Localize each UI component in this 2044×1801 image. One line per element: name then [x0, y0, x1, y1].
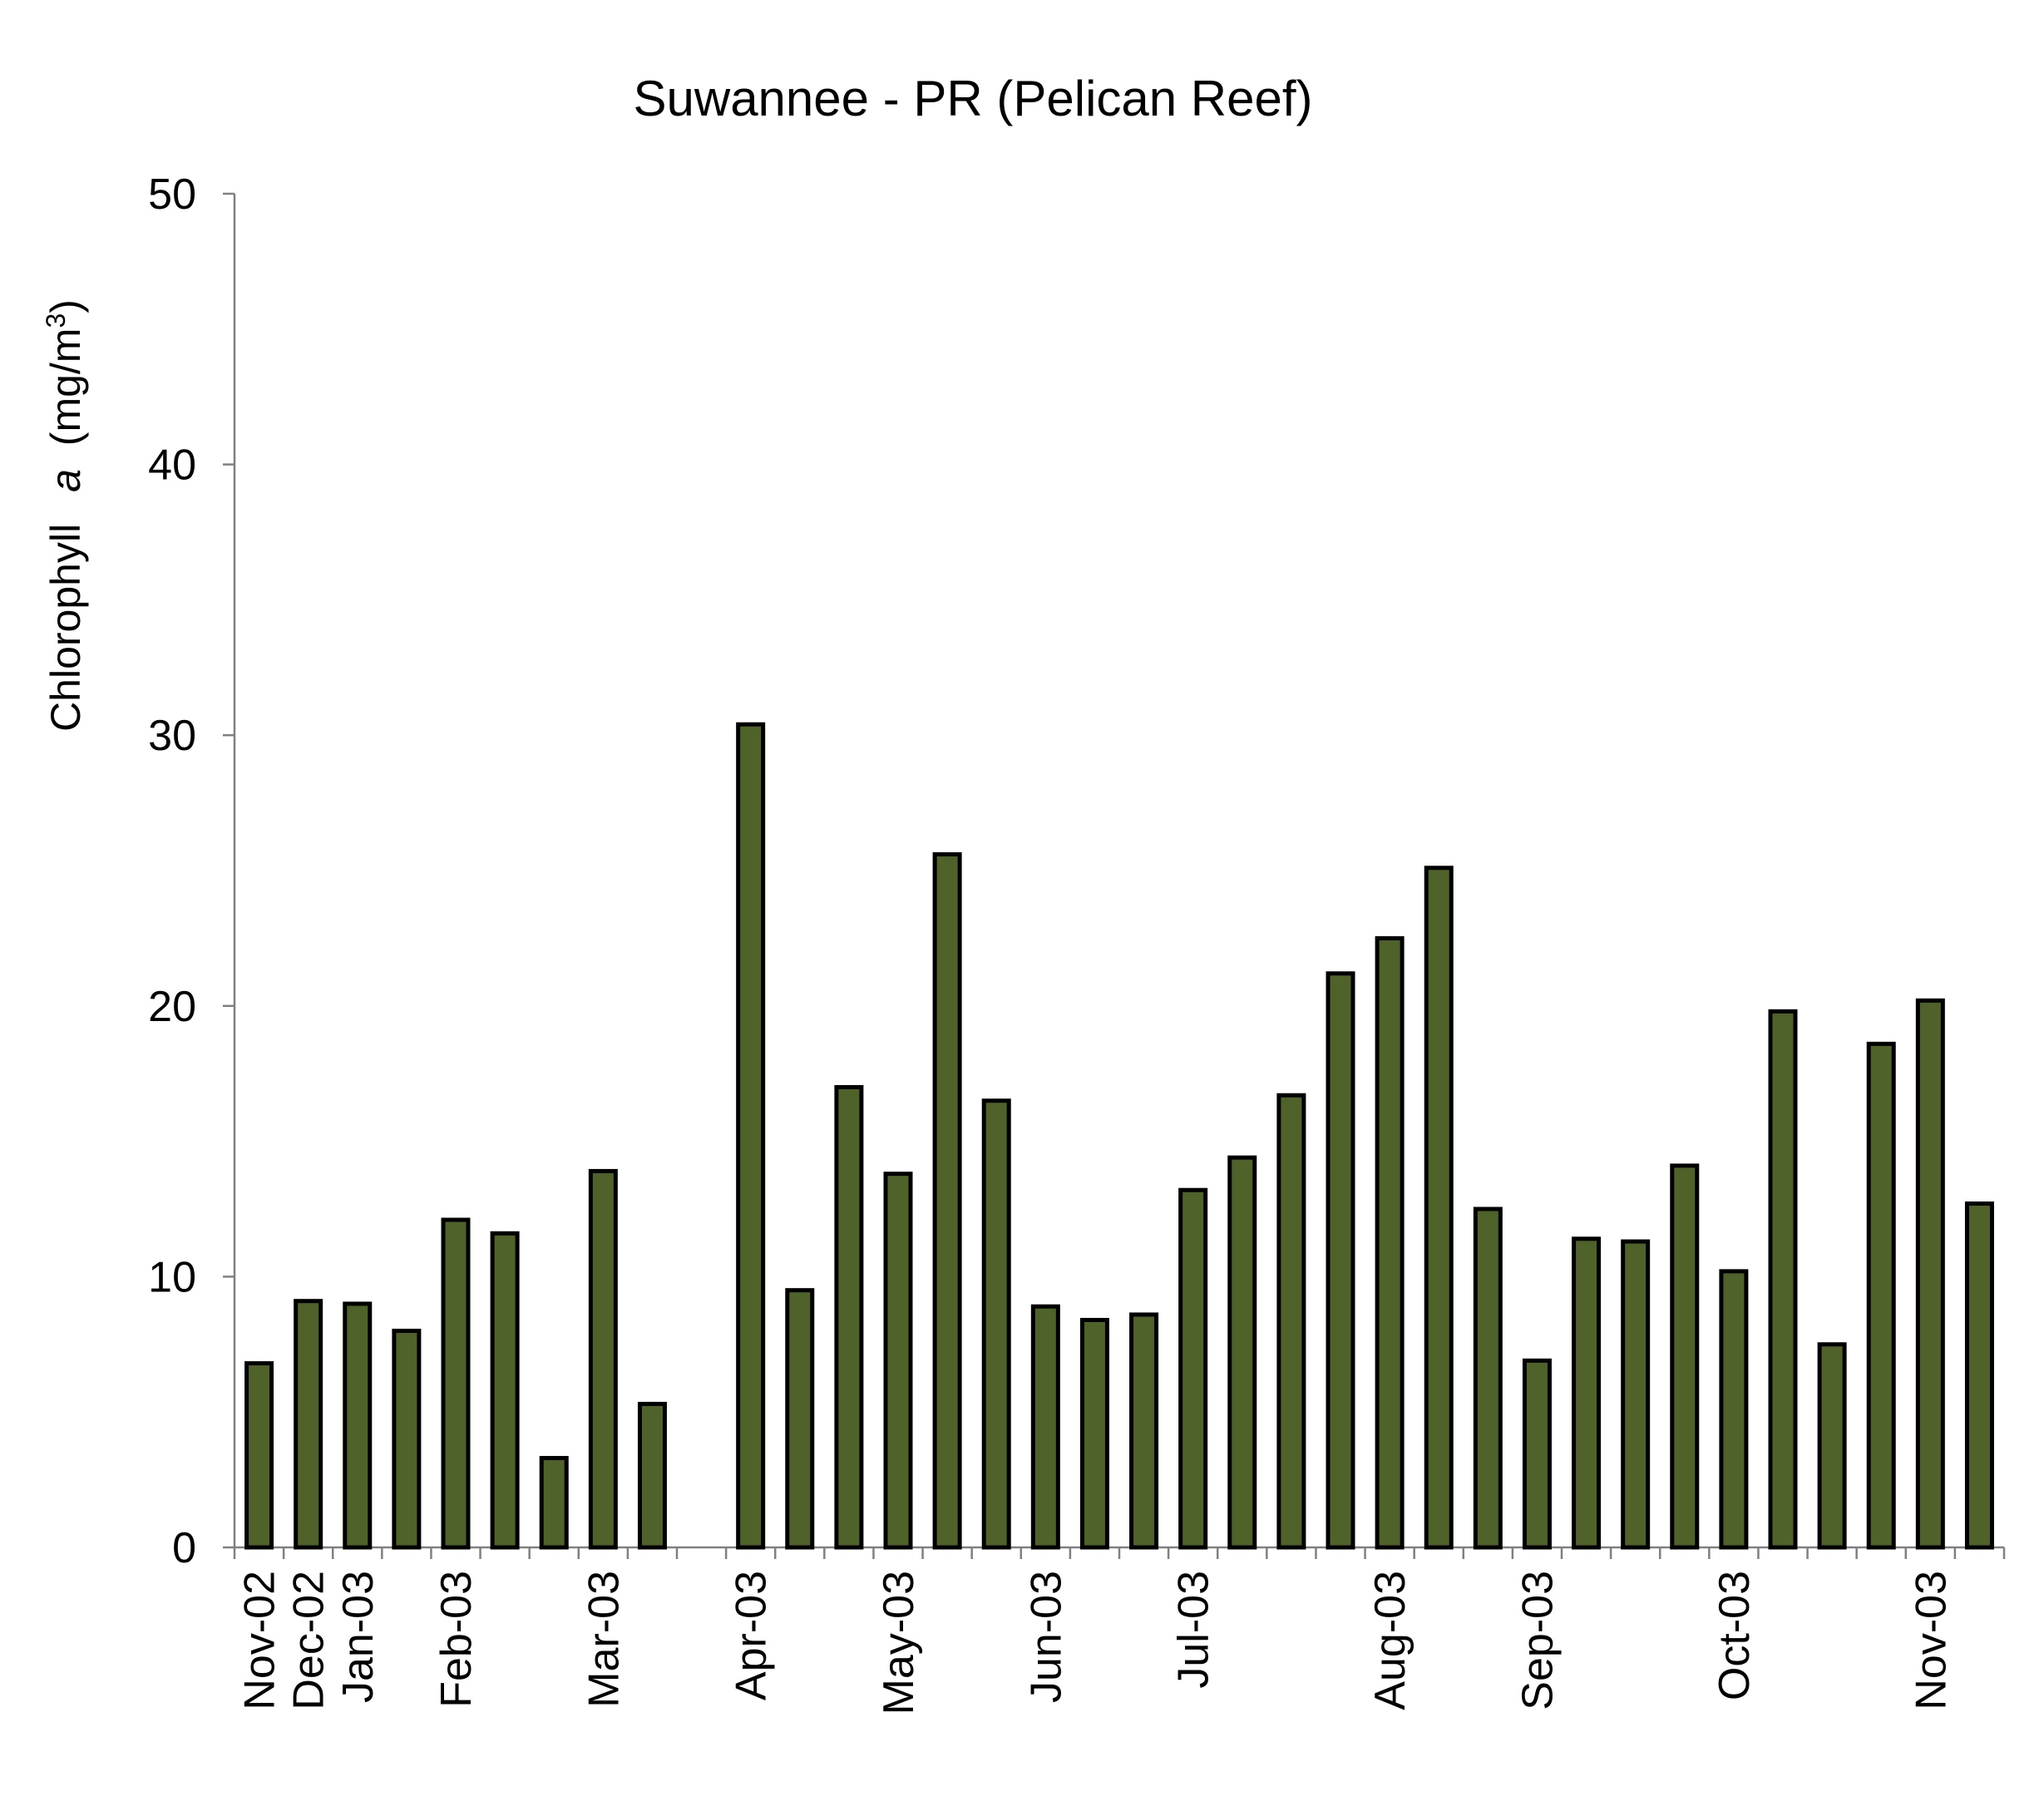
bar — [1621, 1239, 1651, 1550]
x-tick-label: Dec-02 — [285, 1571, 333, 1710]
x-tick-label: Mar-03 — [580, 1571, 628, 1708]
y-tick-label: 10 — [148, 1253, 196, 1301]
y-tick-label: 50 — [148, 170, 196, 219]
bar-series — [244, 722, 1994, 1550]
x-tick-labels: Nov-02 Dec-02 Jan-03 Feb-03 Mar-03 Apr-03 May-… — [236, 1571, 1956, 1715]
bar — [1964, 1201, 1994, 1550]
svg-text:Chlorophyll a (mg/: Chlorophyll a (mg/m3) — [41, 299, 89, 732]
bar — [1276, 1093, 1306, 1550]
y-axis-title-sup: 3 — [41, 313, 71, 328]
x-tick-label: May-03 — [875, 1571, 923, 1715]
y-tick-label: 20 — [148, 983, 196, 1031]
bar — [1522, 1358, 1552, 1550]
bar — [1079, 1317, 1109, 1550]
bar — [588, 1168, 618, 1550]
x-tick-label: Jan-03 — [334, 1571, 383, 1703]
y-axis: 0 10 20 30 40 50 — [148, 170, 236, 1572]
x-tick-label: Sep-03 — [1513, 1571, 1562, 1710]
bar — [1719, 1269, 1749, 1550]
bar — [1375, 935, 1405, 1550]
x-tick-label: Aug-03 — [1366, 1571, 1415, 1710]
y-tick-label: 0 — [172, 1524, 196, 1572]
y-axis-title: Chlorophyll a (mg/m3) — [41, 299, 89, 732]
bar — [1326, 971, 1355, 1550]
bar — [1768, 1009, 1798, 1550]
bar — [294, 1299, 323, 1550]
bar — [1227, 1155, 1257, 1550]
x-tick-label: Jun-03 — [1022, 1571, 1070, 1703]
x-tick-label: Nov-02 — [236, 1571, 284, 1710]
bar — [392, 1329, 422, 1550]
y-tick-label: 30 — [148, 712, 196, 760]
bar — [1915, 998, 1945, 1550]
bar — [343, 1301, 373, 1550]
bar — [736, 722, 766, 1550]
bar — [1129, 1312, 1159, 1550]
x-tick-label: Oct-03 — [1711, 1571, 1759, 1700]
bar — [1030, 1304, 1060, 1550]
y-axis-title-prefix: Chlorophyll — [42, 524, 89, 732]
bar — [1670, 1163, 1700, 1550]
bar — [1424, 866, 1454, 1550]
x-tick-label: Jul-03 — [1170, 1571, 1218, 1689]
chart-title: Suwannee - PR (Pelican Reef) — [633, 71, 1313, 126]
y-axis-title-unit-end: ) — [42, 299, 89, 313]
bar — [1866, 1041, 1896, 1550]
bar — [441, 1217, 471, 1550]
x-axis — [233, 1546, 2006, 1559]
bar — [1473, 1206, 1503, 1550]
bar — [785, 1288, 815, 1550]
bar — [932, 851, 962, 1550]
x-tick-label: Apr-03 — [728, 1571, 776, 1700]
bar — [1572, 1236, 1602, 1550]
bar — [539, 1456, 569, 1550]
bar — [883, 1172, 913, 1550]
x-tick-label: Feb-03 — [432, 1571, 481, 1708]
bar — [834, 1084, 864, 1550]
bar — [1817, 1342, 1847, 1550]
bar — [244, 1361, 274, 1550]
y-axis-title-unit: (mg/m — [42, 328, 89, 447]
bar — [637, 1401, 667, 1550]
y-axis-title-italic: a — [42, 469, 89, 492]
x-tick-label: Nov-03 — [1907, 1571, 1955, 1710]
bar — [981, 1098, 1011, 1550]
bar — [1178, 1187, 1208, 1550]
bar — [490, 1231, 520, 1550]
y-tick-label: 40 — [148, 442, 196, 490]
